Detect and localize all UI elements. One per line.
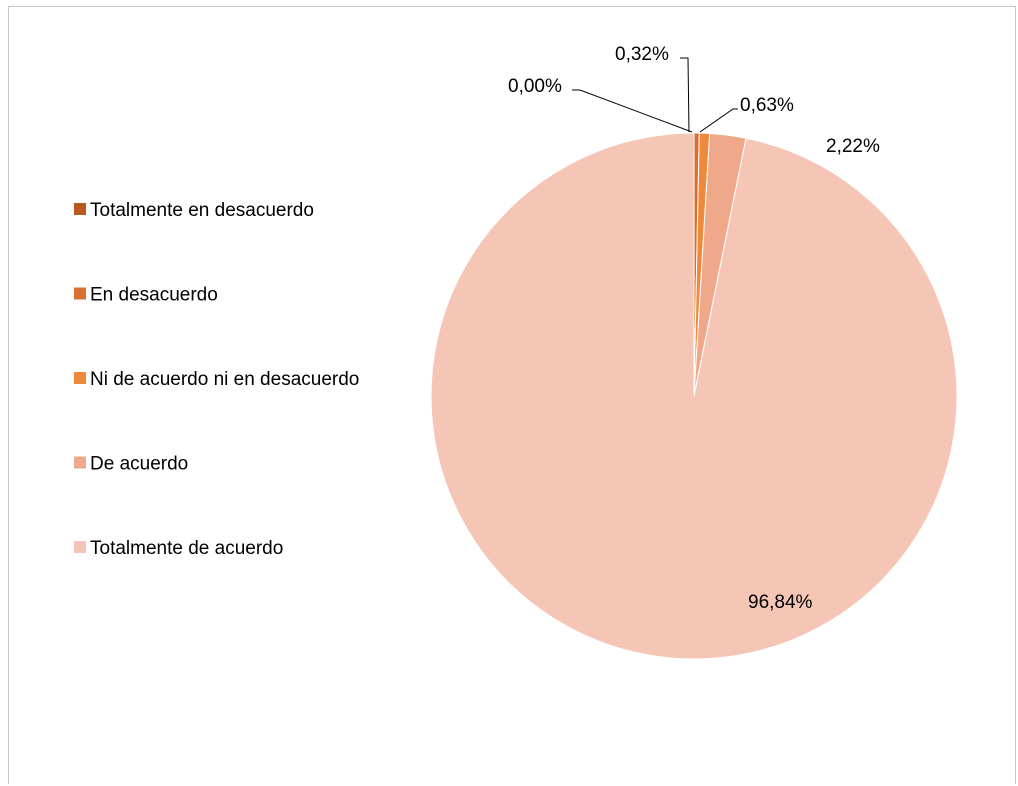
data-label: 0,00% <box>508 76 562 97</box>
data-label: 0,63% <box>740 95 794 116</box>
leader-line <box>572 89 693 133</box>
legend-swatch <box>74 372 86 384</box>
legend-swatch <box>74 287 86 300</box>
legend-entry: De acuerdo <box>90 454 188 475</box>
legend-entry: Ni de acuerdo ni en desacuerdo <box>90 369 359 390</box>
legend-swatch <box>74 456 86 469</box>
pie-slice <box>430 132 958 660</box>
data-label: 0,32% <box>615 44 669 65</box>
legend-entry: Totalmente en desacuerdo <box>90 200 314 221</box>
data-label: 96,84% <box>748 592 813 613</box>
data-labels: 0,00% 0,32% 0,63% 2,22% 96,84% <box>508 44 880 613</box>
leader-line <box>699 108 738 133</box>
pie-slices <box>430 132 958 660</box>
legend-entry: En desacuerdo <box>90 285 218 306</box>
legend-swatch <box>74 541 86 553</box>
data-label: 2,22% <box>826 136 880 157</box>
legend-entry: Totalmente de acuerdo <box>90 538 283 559</box>
leader-lines <box>572 57 738 133</box>
leader-line <box>680 57 690 133</box>
legend: Totalmente en desacuerdo En desacuerdo Ni … <box>74 200 359 559</box>
chart-frame <box>8 6 1016 784</box>
legend-swatch <box>74 203 86 215</box>
